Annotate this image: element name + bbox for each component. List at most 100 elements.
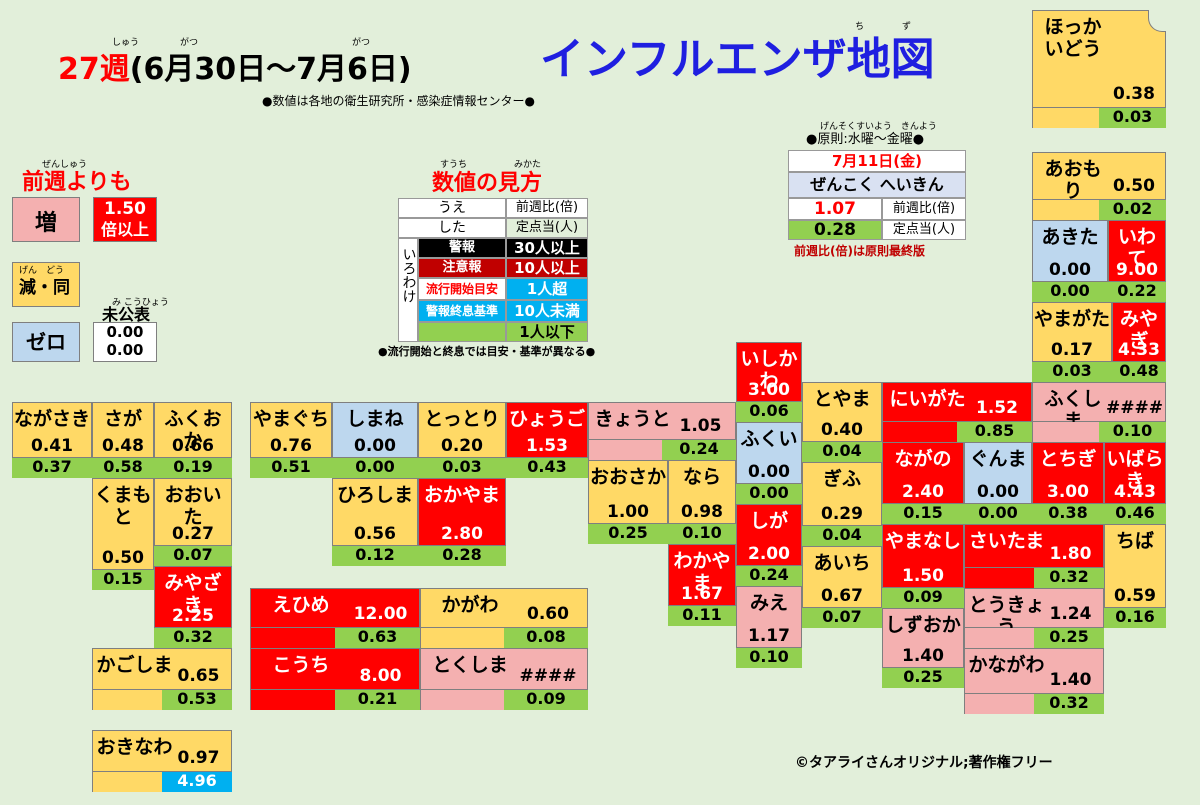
pref-tile-gifu[interactable] bbox=[802, 462, 882, 526]
week-title: 27週(6月30日〜7月6日) bbox=[58, 50, 478, 90]
pref-tile-miyazaki[interactable] bbox=[154, 566, 232, 628]
legend-same-label: 減・同 bbox=[19, 278, 70, 298]
pref-per-hiroshima: 0.12 bbox=[332, 546, 418, 566]
week-range: (6月30日〜7月6日) bbox=[129, 52, 412, 87]
pref-tile-wakayama[interactable] bbox=[668, 544, 736, 606]
pref-tile-aomori[interactable] bbox=[1032, 152, 1166, 200]
pref-tile-gunma[interactable] bbox=[964, 442, 1032, 504]
pref-tile-kagawa[interactable] bbox=[420, 588, 588, 628]
pref-tile-saitama[interactable] bbox=[964, 524, 1104, 568]
pref-tile-shiga[interactable] bbox=[736, 504, 802, 566]
pref-tile-niigata[interactable] bbox=[882, 382, 1032, 422]
pref-tile-nagano[interactable] bbox=[882, 442, 964, 504]
pref-ratio-ehime: 12.00 bbox=[353, 604, 408, 624]
pref-ratio-tottori: 0.20 bbox=[441, 436, 483, 456]
pref-name-yamaguchi: やまぐち bbox=[252, 408, 329, 430]
pref-per-nara: 0.10 bbox=[668, 524, 736, 544]
legend-read-note: ●流行開始と終息では目安・基準が異なる● bbox=[378, 345, 596, 358]
pref-name-mie: みえ bbox=[749, 592, 788, 614]
pref-ratio-tokyo: 1.24 bbox=[1049, 604, 1092, 624]
pref-tile-base-kagoshima bbox=[92, 690, 162, 710]
legend-level-low-desc: 1人以下 bbox=[506, 322, 588, 342]
pref-tile-kanagawa[interactable] bbox=[964, 648, 1104, 694]
pref-tile-fukushima[interactable] bbox=[1032, 382, 1166, 422]
pref-tile-tokyo[interactable] bbox=[964, 588, 1104, 628]
pref-ratio-gunma: 0.00 bbox=[977, 482, 1019, 502]
pref-per-tokyo: 0.25 bbox=[1034, 628, 1104, 648]
furigana-gatsu-2: がつ bbox=[352, 38, 371, 48]
pref-tile-yamagata[interactable] bbox=[1032, 302, 1112, 362]
pref-ratio-yamanashi: 1.50 bbox=[902, 566, 944, 586]
legend-level-low bbox=[418, 322, 506, 342]
pref-tile-shizuoka[interactable] bbox=[882, 608, 964, 668]
pref-per-kagoshima: 0.53 bbox=[162, 690, 232, 710]
pref-ratio-hiroshima: 0.56 bbox=[354, 524, 396, 544]
pref-per-saitama: 0.32 bbox=[1034, 568, 1104, 588]
pref-tile-tochigi[interactable] bbox=[1032, 442, 1104, 504]
pref-name-niigata: にいがた bbox=[889, 388, 966, 410]
legend-zero-label: ゼロ bbox=[26, 330, 66, 354]
pref-tile-okinawa[interactable] bbox=[92, 730, 232, 772]
pref-tile-mie[interactable] bbox=[736, 586, 802, 648]
pref-name-kochi: こうち bbox=[272, 654, 330, 676]
pref-tile-hokkaido[interactable] bbox=[1032, 10, 1166, 108]
pref-tile-chiba[interactable] bbox=[1104, 524, 1166, 608]
pref-tile-saga[interactable] bbox=[92, 402, 154, 458]
week-number: 27週 bbox=[58, 52, 130, 87]
pref-tile-okayama[interactable] bbox=[418, 478, 506, 546]
pref-per-nagano: 0.15 bbox=[882, 504, 964, 524]
pref-ratio-yamagata: 0.17 bbox=[1051, 340, 1093, 360]
pref-tile-fukuoka[interactable] bbox=[154, 402, 232, 458]
pref-tile-oita[interactable] bbox=[154, 478, 232, 546]
pref-tile-kochi[interactable] bbox=[250, 648, 420, 690]
pref-per-kagawa: 0.08 bbox=[504, 628, 588, 648]
pref-tile-base-kyoto bbox=[588, 440, 662, 460]
source-note: ●数値は各地の衛生研究所・感染症情報センター● bbox=[262, 94, 535, 108]
pref-tile-osaka[interactable] bbox=[588, 460, 668, 524]
pref-tile-aichi[interactable] bbox=[802, 546, 882, 608]
pref-per-kanagawa: 0.32 bbox=[1034, 694, 1104, 714]
pref-name-chiba: ちば bbox=[1115, 530, 1154, 552]
pref-per-mie: 0.10 bbox=[736, 648, 802, 668]
national-ratio: 1.07 bbox=[788, 198, 882, 220]
pref-tile-toyama[interactable] bbox=[802, 382, 882, 442]
pref-tile-ishikawa[interactable] bbox=[736, 342, 802, 402]
pref-tile-kagoshima[interactable] bbox=[92, 648, 232, 690]
pref-per-okinawa: 4.96 bbox=[162, 772, 232, 792]
legend-level-start: 流行開始目安 bbox=[418, 278, 506, 300]
pref-per-hokkaido: 0.03 bbox=[1099, 108, 1166, 128]
pref-name-kanagawa: かながわ bbox=[968, 654, 1045, 676]
pref-ratio-miyagi: 4.33 bbox=[1118, 340, 1160, 360]
pref-ratio-shiga: 2.00 bbox=[748, 544, 790, 564]
pref-tile-ibaraki[interactable] bbox=[1104, 442, 1166, 504]
pref-tile-kyoto[interactable] bbox=[588, 402, 736, 440]
pref-tile-fukui[interactable] bbox=[736, 422, 802, 484]
pref-tile-shimane[interactable] bbox=[332, 402, 418, 458]
pref-tile-nagasaki[interactable] bbox=[12, 402, 92, 458]
pref-name-tokushima: とくしま bbox=[432, 654, 508, 676]
furigana-zu: ず bbox=[902, 22, 912, 32]
pref-tile-ehime[interactable] bbox=[250, 588, 420, 628]
pref-tile-iwate[interactable] bbox=[1108, 220, 1166, 282]
pref-tile-tottori[interactable] bbox=[418, 402, 506, 458]
pref-tile-akita[interactable] bbox=[1032, 220, 1108, 282]
legend-level-alert-desc: 30人以上 bbox=[506, 238, 588, 258]
pref-per-gunma: 0.00 bbox=[964, 504, 1032, 524]
legend-same-box: げん どう 減・同 bbox=[12, 262, 80, 307]
legend-level-end: 警報終息基準 bbox=[418, 300, 506, 322]
pref-ratio-tochigi: 3.00 bbox=[1047, 482, 1089, 502]
pref-tile-tokushima[interactable] bbox=[420, 648, 588, 690]
pref-tile-yamaguchi[interactable] bbox=[250, 402, 332, 458]
pref-tile-hiroshima[interactable] bbox=[332, 478, 418, 546]
legend-increase-box: 増 bbox=[12, 197, 80, 242]
pref-per-kumamoto: 0.15 bbox=[92, 570, 154, 590]
pref-ratio-niigata: 1.52 bbox=[976, 398, 1018, 418]
pref-tile-kumamoto[interactable] bbox=[92, 478, 154, 570]
pref-tile-hyogo[interactable] bbox=[506, 402, 588, 458]
pref-ratio-tokushima: #### bbox=[519, 666, 577, 686]
pref-tile-yamanashi[interactable] bbox=[882, 524, 964, 588]
pref-tile-nara[interactable] bbox=[668, 460, 736, 524]
pref-tile-base-kanagawa bbox=[964, 694, 1034, 714]
pref-name-wakayama: わかやま bbox=[673, 550, 731, 594]
pref-tile-miyagi[interactable] bbox=[1112, 302, 1166, 362]
